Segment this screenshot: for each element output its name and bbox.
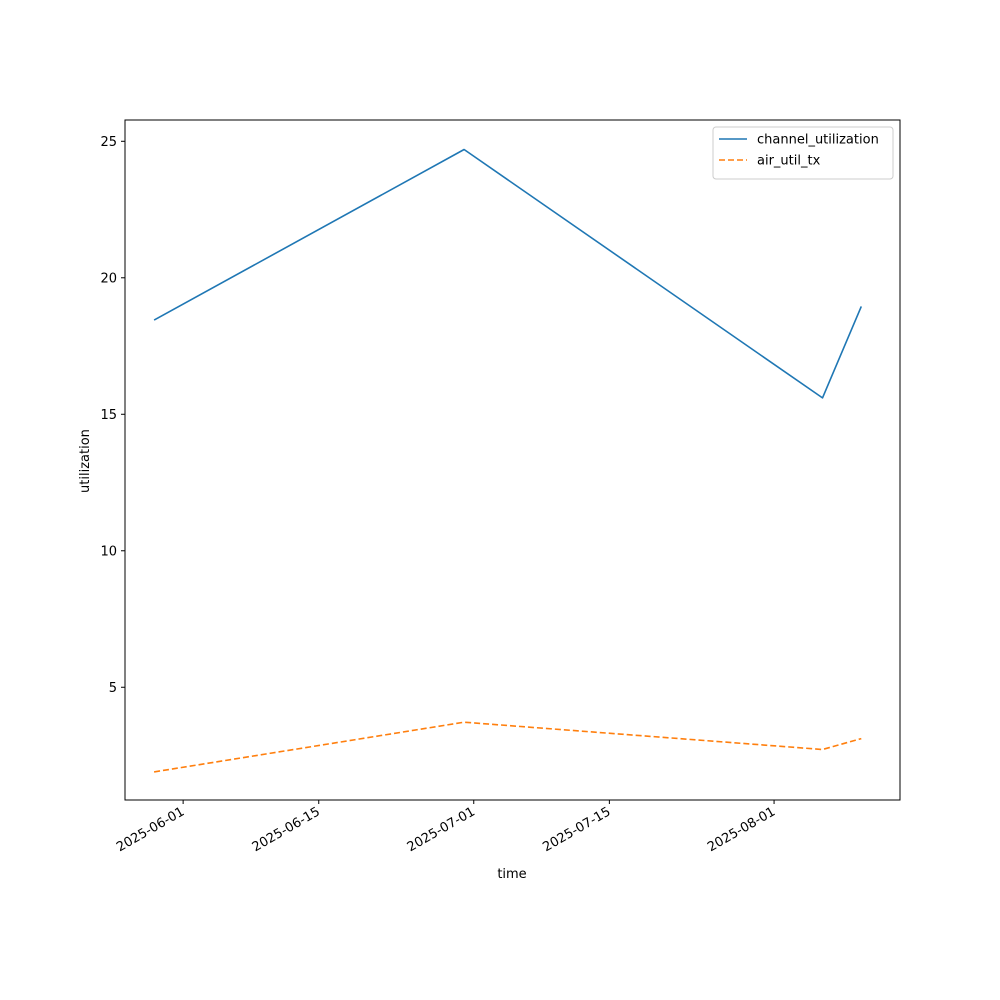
y-axis-ticks: 5 10 15 20 25 <box>100 135 125 696</box>
y-tick-label: 10 <box>100 544 117 559</box>
legend-label-1: air_util_tx <box>757 154 821 169</box>
legend-frame <box>712 126 894 180</box>
series-line-0 <box>153 148 863 399</box>
axes-frame <box>124 119 901 801</box>
x-axis-label: time <box>497 867 526 882</box>
legend-label-0: channel_utilization <box>757 133 879 148</box>
y-tick-label: 15 <box>100 408 117 423</box>
y-tick-label: 20 <box>100 271 117 286</box>
series-line-1 <box>153 721 862 773</box>
y-tick-label: 25 <box>100 135 117 150</box>
series-layer <box>153 148 863 773</box>
legend: channel_utilization air_util_tx <box>712 126 894 180</box>
y-axis-label: utilization <box>78 429 93 493</box>
y-tick-label: 5 <box>109 681 117 696</box>
